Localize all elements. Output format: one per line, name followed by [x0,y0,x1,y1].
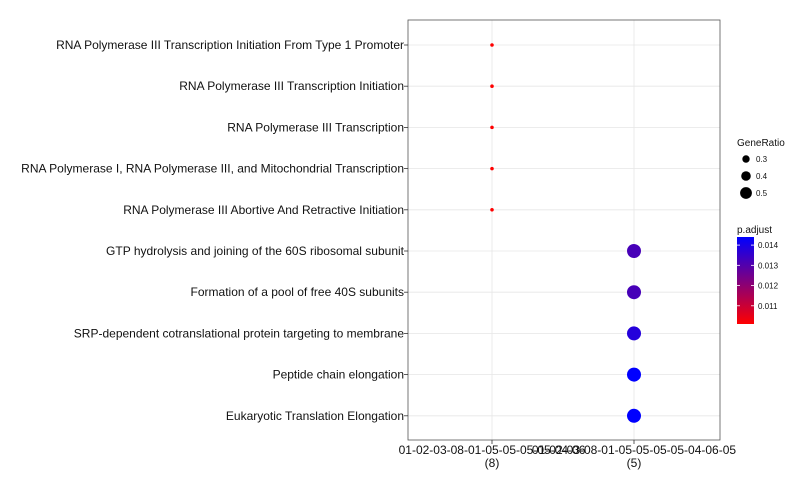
grid-lines [408,20,720,440]
data-points [490,43,641,423]
y-axis-labels: RNA Polymerase III Transcription Initiat… [21,38,408,423]
x-tick-count-label: (5) [627,456,642,470]
data-point [490,166,494,171]
y-tick-label: RNA Polymerase III Transcription Initiat… [179,79,404,93]
data-point [490,43,494,47]
x-axis-labels: 01-02-03-08-01-05-05-05-05-04-06(8) 01-02… [399,440,736,470]
data-point [627,326,641,341]
size-legend-key [742,155,750,163]
data-point [627,244,641,258]
y-tick-label: RNA Polymerase I, RNA Polymerase III, an… [21,162,404,176]
y-tick-label: SRP-dependent cotranslational protein ta… [74,326,405,340]
size-legend-key [741,171,751,181]
color-legend-label: 0.012 [758,282,779,291]
size-legend-label: 0.4 [756,172,768,181]
color-legend-label: 0.014 [758,241,779,250]
x-tick-label: 01-02-03-08-01-05-05-05-05-04-06 [399,443,586,457]
size-legend-label: 0.3 [756,155,768,164]
y-tick-label: RNA Polymerase III Transcription [227,120,404,134]
y-tick-label: RNA Polymerase III Abortive And Retracti… [123,203,404,217]
y-tick-label: GTP hydrolysis and joining of the 60S ri… [106,244,405,258]
y-tick-label: Eukaryotic Translation Elongation [226,409,404,423]
x-tick-count-label: (8) [485,456,500,470]
color-legend-bar [737,237,754,324]
color-legend-label: 0.013 [758,261,779,270]
data-point [490,125,494,130]
x-tick-label: 01-02-03-08-01-05-05-05-05-04-06-05 [532,443,736,457]
plot-panel-border [407,19,721,441]
size-legend-label: 0.5 [756,189,768,198]
data-point [490,208,494,212]
y-tick-label: Peptide chain elongation [273,368,404,382]
data-point [627,408,641,423]
padjust-color-legend: p.adjust 0.011 0.012 0.013 0.014 [737,225,779,324]
generatio-size-legend: GeneRatio 0.3 0.4 0.5 [737,138,785,199]
color-legend-label: 0.011 [758,302,778,311]
data-point [627,367,641,382]
y-tick-label: Formation of a pool of free 40S subunits [191,285,404,299]
color-legend-title: p.adjust [737,225,772,236]
data-point [627,285,641,300]
y-tick-label: RNA Polymerase III Transcription Initiat… [56,38,404,52]
size-legend-key [740,187,752,199]
size-legend-title: GeneRatio [737,138,785,149]
data-point [490,84,494,88]
